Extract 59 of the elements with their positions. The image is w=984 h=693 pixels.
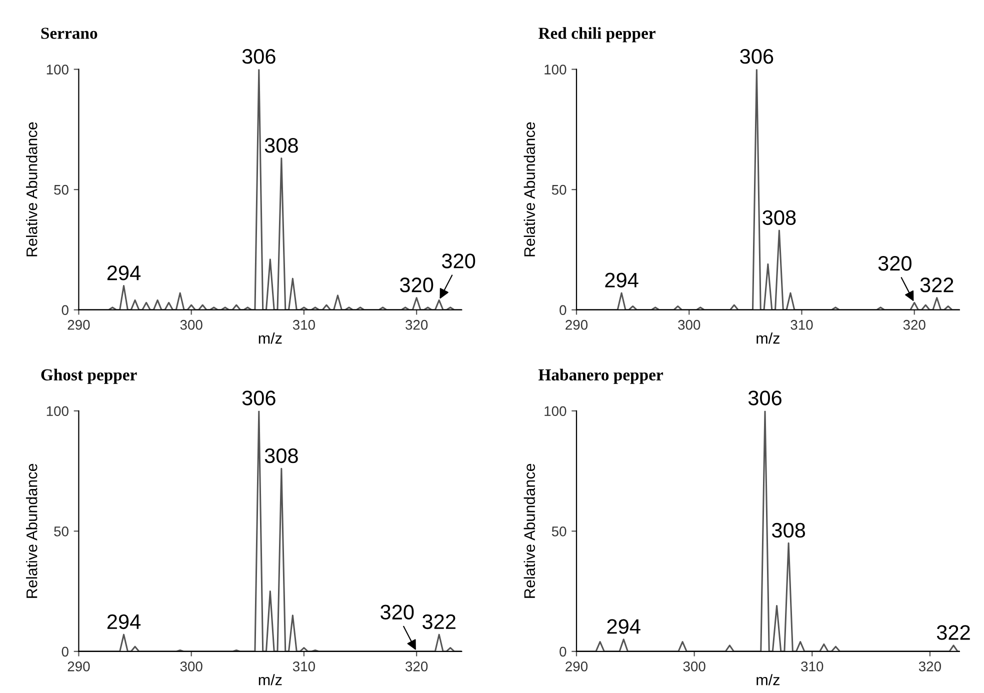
annotation: 294 — [607, 619, 640, 634]
y-tick-label: 0 — [560, 305, 566, 316]
annotation: 306 — [748, 390, 782, 406]
chart-title: Ghost pepper — [41, 368, 137, 384]
x-axis-title: m/z — [756, 332, 780, 344]
annotation: 322 — [936, 625, 970, 640]
y-tick-label: 50 — [552, 184, 566, 195]
annotation: 306 — [242, 49, 276, 64]
x-tick-label: 300 — [678, 320, 700, 330]
annotation: 322 — [920, 278, 954, 292]
x-tick-label: 290 — [566, 662, 588, 672]
x-tick-label: 310 — [790, 320, 813, 330]
x-tick-label: 300 — [180, 320, 202, 330]
y-tick-label: 100 — [46, 406, 68, 416]
annotation: 320 — [878, 256, 912, 271]
y-tick-label: 0 — [62, 305, 68, 316]
x-tick-label: 290 — [68, 320, 90, 330]
y-axis-title: Relative Abundance — [26, 464, 38, 598]
y-tick-label: 100 — [544, 64, 566, 74]
annotation: 306 — [740, 49, 774, 64]
annotation: 306 — [242, 390, 276, 406]
x-axis-title: m/z — [258, 674, 282, 686]
y-axis-title: Relative Abundance — [524, 464, 536, 598]
y-axis-title: Relative Abundance — [524, 122, 536, 256]
x-tick-label: 320 — [406, 662, 428, 672]
x-tick-label: 310 — [292, 320, 315, 330]
chart-title: Red chili pepper — [538, 27, 656, 42]
annotation: 294 — [605, 272, 638, 288]
x-tick-label: 300 — [180, 662, 202, 672]
x-axis-title: m/z — [756, 674, 780, 686]
x-tick-label: 310 — [801, 662, 824, 672]
x-tick-label: 290 — [68, 662, 90, 672]
x-tick-label: 320 — [406, 320, 428, 330]
annotation: 308 — [772, 522, 806, 538]
annotation: 320 — [380, 604, 414, 620]
y-tick-label: 100 — [46, 64, 68, 74]
x-tick-label: 320 — [903, 320, 926, 330]
y-tick-label: 0 — [560, 646, 566, 657]
x-tick-label: 300 — [683, 662, 706, 672]
x-tick-label: 310 — [292, 662, 315, 672]
annotation: 320 — [400, 278, 434, 292]
chart-title: Habanero pepper — [538, 368, 664, 384]
y-tick-label: 100 — [544, 406, 566, 416]
y-tick-label: 50 — [54, 526, 68, 536]
annotation: 308 — [264, 448, 298, 464]
chart-title: Serrano — [41, 28, 98, 39]
y-tick-label: 50 — [552, 526, 566, 536]
y-tick-label: 0 — [62, 646, 68, 657]
annotation: 308 — [264, 138, 298, 153]
x-tick-label: 290 — [566, 320, 588, 330]
annotation: 308 — [762, 210, 796, 225]
annotation: 294 — [107, 266, 141, 280]
annotation: 322 — [422, 614, 456, 630]
y-tick-label: 50 — [54, 184, 68, 195]
y-axis-title: Relative Abundance — [26, 122, 38, 256]
x-axis-title: m/z — [258, 332, 282, 344]
annotation: 320 — [442, 254, 476, 268]
x-tick-label: 320 — [918, 662, 941, 672]
annotation: 294 — [107, 614, 141, 630]
